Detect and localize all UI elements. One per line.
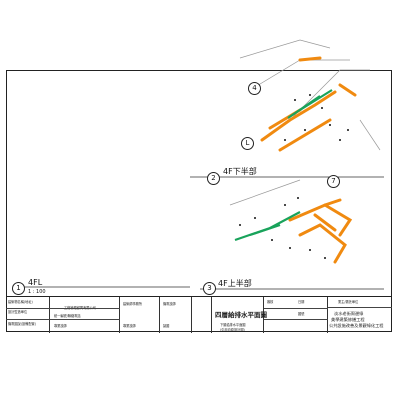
tb-col2-line3: 專業技師 <box>54 324 67 328</box>
view-marker-7: 7 <box>327 175 340 188</box>
view-title-4f-lower-half: 4F下半部 <box>223 167 257 176</box>
view-marker-2: 2 <box>207 172 220 185</box>
view-marker-4: 4 <box>248 82 261 95</box>
tb-col1-line2: 設計監造單位 <box>8 310 28 314</box>
tb-col1-line1: 建築物名稱(地址) <box>8 300 33 304</box>
view-title-4fl: 4FL <box>28 278 43 287</box>
view-marker-1: 1 <box>12 282 25 295</box>
view-marker-3: 3 <box>203 282 216 295</box>
title-block-project-cell: 業主/委託單位 淡水老街周邊綠 美學建築修繕工程 公共設施改善及景觀綠化工程 <box>328 297 392 333</box>
tb-col7-line5: 圖號 <box>298 312 305 316</box>
title-block-col4: 機電技師 製圖 <box>160 297 192 333</box>
title-block-col3: 建築師事務所 專業技師 <box>120 297 160 333</box>
title-block: 建築物名稱(地址) 設計監造單位 機電圖說(設備配置) 工程管理顧問有限公司 統… <box>6 296 392 333</box>
tb-col4-line2: 製圖 <box>163 324 170 328</box>
project-name-line3: 公共設施改善及景觀綠化工程 <box>329 323 384 328</box>
tb-col1-line3: 機電圖說(設備配置) <box>8 322 36 326</box>
tb-col7-line3: 日期 <box>298 300 305 304</box>
tb-col3-line2: 專業技師 <box>123 324 136 328</box>
tb-col2-line2: 統一編號/聯絡電話 <box>54 314 81 318</box>
tb-col8-line1: 業主/委託單位 <box>338 300 359 304</box>
view-marker-l: L <box>241 137 254 150</box>
drawing-subtitle: 下層給排水平面圖 <box>220 323 246 327</box>
view-scale: 1 : 100 <box>28 289 46 295</box>
tb-col7-line1: 審核 <box>267 300 274 304</box>
title-block-col1: 建築物名稱(地址) 設計監造單位 機電圖說(設備配置) <box>6 297 50 333</box>
tb-col4-line1: 機電技師 <box>163 302 176 306</box>
title-block-drawing-title-cell: 四層給排水平面圖 下層給排水平面圖 (引用自原設計圖) <box>212 297 267 333</box>
tb-col3-line1: 建築師事務所 <box>123 302 143 306</box>
project-name-line1: 淡水老街周邊綠 <box>334 311 364 316</box>
title-block-col5 <box>192 297 212 333</box>
drawing-title: 四層給排水平面圖 <box>215 311 267 319</box>
title-block-col7: 審核 日期 圖號 <box>264 297 328 333</box>
project-name-line2: 美學建築修繕工程 <box>331 317 365 322</box>
drawing-subtitle-2: (引用自原設計圖) <box>220 328 245 332</box>
drawing-sheet <box>6 70 392 332</box>
view-title-4f-upper-half: 4F上半部 <box>218 279 252 288</box>
title-block-col2: 工程管理顧問有限公司 統一編號/聯絡電話 專業技師 <box>50 297 120 333</box>
